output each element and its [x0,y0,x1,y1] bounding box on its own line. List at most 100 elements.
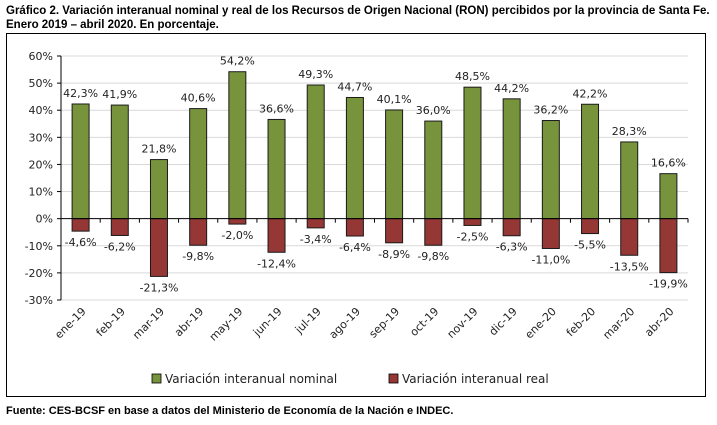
data-label-nominal: 42,2% [573,87,608,100]
bar-nominal [71,103,90,220]
x-category-label: nov-19 [445,305,481,341]
x-category-label: mar-19 [130,305,167,342]
bar-real [267,218,286,253]
legend-swatch-nominal [151,373,162,384]
bar-nominal [463,86,482,220]
data-label-nominal: 44,7% [337,80,372,93]
data-label-nominal: 28,3% [612,125,647,138]
data-label-real: -6,2% [104,240,136,253]
y-tick-label: -20% [25,267,53,280]
bar-real [228,218,247,225]
bar-nominal [659,173,678,220]
data-label-nominal: 44,2% [494,82,529,95]
data-label-real: -11,0% [531,253,570,266]
bar-nominal [345,96,364,220]
x-category-label: feb-19 [94,305,128,339]
y-tick-label: -30% [25,294,53,307]
data-label-real: -5,5% [574,239,606,252]
x-category-label: feb-20 [564,305,598,339]
x-category-label: abr-20 [642,305,676,339]
data-label-nominal: 40,1% [377,93,412,106]
data-label-nominal: 36,0% [416,104,451,117]
bar-nominal [541,120,560,220]
bar-nominal [620,141,639,220]
data-label-real: -9,8% [182,250,214,263]
x-category-labels: ene-19 feb-19 mar-19 abr-19 may-19 jun-19 jul-… [52,305,676,344]
x-category-label: ago-19 [327,305,364,342]
bar-real [659,218,678,274]
bar-real [110,218,129,236]
bars [71,71,678,277]
data-label-real: -6,4% [339,241,371,254]
data-label-real: -8,9% [378,248,410,261]
bar-real [620,218,639,256]
bar-real [385,218,404,244]
data-label-real: -2,0% [221,229,253,242]
x-category-label: ene-19 [52,305,88,341]
data-label-nominal: 54,2% [220,55,255,68]
data-label-nominal: 42,3% [63,87,98,100]
y-tick-label: -10% [25,240,53,253]
data-label-real: -9,8% [417,250,449,263]
data-label-nominal: 16,6% [651,157,686,170]
source-note: Fuente: CES-BCSF en base a datos del Min… [6,405,454,417]
y-tick-label: 40% [29,104,53,117]
x-category-label: mar-20 [600,305,637,342]
bar-nominal [385,109,404,220]
bar-real [581,218,600,235]
legend-label-real: Variación interanual real [402,372,549,386]
bar-real [424,218,443,246]
data-label-nominal: 41,9% [102,88,137,101]
x-category-label: jul-19 [292,305,324,337]
bar-real [149,218,168,277]
y-tick-label: 10% [29,186,53,199]
data-label-nominal: 48,5% [455,70,490,83]
bar-nominal [502,98,521,220]
bar-nominal [581,103,600,220]
x-category-label: sep-19 [367,305,403,341]
data-label-nominal: 21,8% [141,143,176,156]
data-label-nominal: 36,6% [259,102,294,115]
bar-real [502,218,521,237]
legend-label-nominal: Variación interanual nominal [165,372,337,386]
y-tick-label: 20% [29,158,53,171]
x-category-label: dic-19 [486,305,519,338]
bar-nominal [267,118,286,220]
bar-nominal [424,120,443,220]
bar-real [71,218,90,232]
bar-nominal [149,159,168,220]
bar-real [306,218,325,229]
x-category-label: oct-19 [407,305,441,339]
data-label-real: -6,3% [496,241,528,254]
chart-title: Gráfico 2. Variación interanual nominal … [6,5,710,31]
bar-real [463,218,482,226]
y-tick-labels: 60% 50% 40% 30% 20% 10% 0% -10% -20% -30% [25,50,53,307]
bar-nominal [228,71,247,220]
bar-real [189,218,208,246]
data-label-nominal: 49,3% [298,68,333,81]
data-label-real: -3,4% [300,233,332,246]
y-tick-label: 0% [36,213,53,226]
x-category-label: abr-19 [172,305,206,339]
legend-swatch-real [388,373,399,384]
data-label-real: -12,4% [257,257,296,270]
bar-nominal [110,104,129,220]
x-category-label: jun-19 [250,305,285,340]
x-category-label: may-19 [207,305,246,344]
data-label-nominal: 40,6% [181,92,216,105]
data-label-real: -2,5% [457,230,489,243]
bar-nominal [189,108,208,220]
bar-real [345,218,364,237]
y-tick-label: 60% [29,50,53,63]
axes [57,55,689,301]
data-labels: 42,3% 41,9% 21,8% 40,6% 54,2% 36,6% 49,3% 44,7%… [63,55,688,295]
data-label-nominal: 36,2% [533,104,568,117]
data-label-real: -13,5% [610,260,649,273]
x-category-label: ene-20 [523,305,559,341]
bar-nominal [306,84,325,220]
data-label-real: -19,9% [649,278,688,291]
data-label-real: -21,3% [140,281,179,294]
data-label-real: -4,6% [65,236,97,249]
y-tick-label: 50% [29,77,53,90]
